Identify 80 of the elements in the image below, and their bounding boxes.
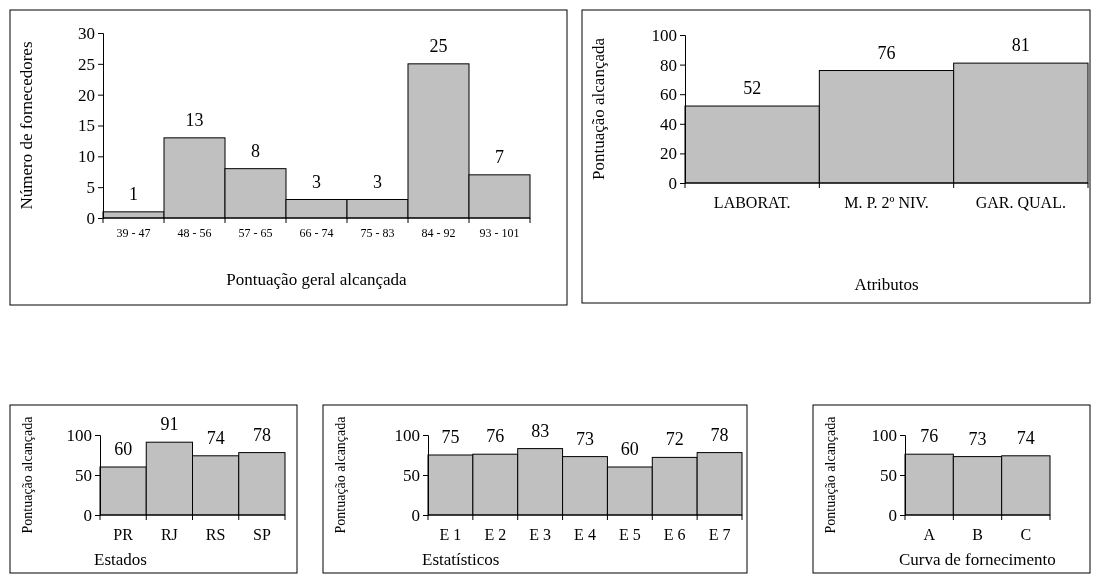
y-tick-label: 25 (78, 54, 95, 74)
y-axis-title: Pontuação alcançada (823, 415, 838, 534)
data-label: 8 (251, 140, 260, 161)
y-tick-label: 0 (668, 173, 677, 193)
y-tick-label: 100 (394, 425, 420, 445)
x-tick-label: E 7 (708, 526, 731, 544)
data-label: 7 (495, 146, 504, 167)
data-label: 74 (1016, 427, 1035, 448)
data-label: 75 (441, 427, 460, 447)
data-label: 78 (710, 424, 729, 445)
data-label: 83 (531, 420, 550, 441)
data-label: 81 (1011, 35, 1030, 56)
y-tick-label: 50 (75, 465, 92, 485)
data-label: 78 (252, 424, 271, 445)
y-tick-label: 80 (660, 55, 677, 75)
x-tick-label: RS (205, 526, 226, 544)
y-tick-label: 10 (78, 147, 95, 167)
y-axis-title: Pontuação alcançada (589, 37, 608, 181)
y-tick-label: 30 (78, 23, 95, 43)
x-tick-label: E 3 (529, 526, 552, 544)
y-tick-label: 0 (83, 505, 92, 525)
data-label: 3 (312, 171, 321, 192)
y-axis-title: Número de fornecedores (17, 41, 36, 210)
data-label: 76 (486, 426, 505, 447)
data-label: 73 (576, 428, 594, 449)
x-tick-label: 93 - 101 (479, 225, 520, 240)
x-tick-label: RJ (160, 526, 178, 544)
data-label: 73 (968, 428, 987, 449)
x-tick-label: 48 - 56 (177, 225, 212, 240)
y-tick-label: 100 (651, 25, 677, 45)
data-label: 60 (620, 439, 639, 459)
y-axis-title: Pontuação alcançada (333, 415, 348, 534)
y-tick-label: 100 (66, 425, 92, 445)
x-tick-label: E 5 (618, 526, 641, 544)
data-label: 25 (429, 35, 448, 56)
x-tick-label: 75 - 83 (360, 225, 395, 240)
y-tick-label: 50 (403, 465, 420, 485)
x-tick-label: LABORAT. (713, 194, 791, 212)
x-axis-title: Curva de fornecimento (899, 550, 1056, 569)
x-tick-label: E 2 (484, 526, 507, 544)
x-tick-label: C (1020, 526, 1032, 544)
y-tick-label: 0 (86, 208, 95, 228)
y-tick-label: 20 (78, 85, 95, 105)
x-tick-label: M. P. 2º NIV. (844, 194, 929, 212)
x-tick-label: 39 - 47 (116, 225, 151, 240)
x-axis-title: Estatísticos (422, 550, 500, 569)
x-tick-label: GAR. QUAL. (975, 194, 1066, 212)
x-tick-label: A (923, 526, 936, 544)
x-tick-label: E 4 (574, 526, 596, 544)
x-tick-label: 84 - 92 (421, 225, 456, 240)
data-label: 74 (206, 427, 225, 448)
data-label: 76 (920, 426, 939, 447)
y-tick-label: 60 (660, 85, 677, 105)
data-label: 52 (743, 78, 762, 99)
data-label: 91 (160, 414, 179, 435)
x-axis-title: Estados (94, 550, 147, 569)
data-label: 1 (129, 183, 138, 204)
x-axis-title: Pontuação geral alcançada (226, 270, 408, 289)
data-label: 76 (877, 42, 896, 63)
y-tick-label: 0 (411, 505, 420, 525)
x-tick-label: 57 - 65 (238, 225, 273, 240)
data-label: 13 (185, 109, 204, 130)
x-tick-label: E 1 (439, 526, 462, 544)
data-label: 72 (665, 429, 684, 450)
x-tick-label: E 6 (663, 526, 686, 544)
y-tick-label: 50 (880, 465, 897, 485)
y-tick-label: 100 (871, 425, 897, 445)
x-tick-label: 66 - 74 (299, 225, 334, 240)
y-tick-label: 5 (86, 178, 95, 198)
data-label: 60 (114, 439, 133, 459)
y-tick-label: 0 (888, 505, 897, 525)
y-tick-label: 40 (660, 114, 677, 134)
x-tick-label: SP (252, 526, 271, 544)
y-tick-label: 15 (78, 116, 95, 136)
x-axis-title: Atributos (854, 275, 919, 294)
x-tick-label: B (972, 526, 983, 544)
y-axis-title: Pontuação alcançada (20, 415, 35, 534)
y-tick-label: 20 (660, 144, 677, 164)
x-tick-label: PR (113, 526, 134, 544)
data-label: 3 (373, 171, 382, 192)
